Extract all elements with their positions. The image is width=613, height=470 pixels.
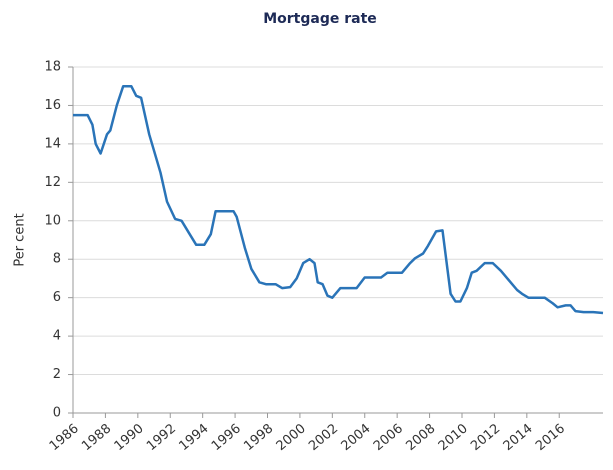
- x-tick-label: 2006: [371, 421, 406, 454]
- y-tick-label: 0: [53, 406, 61, 421]
- y-tick-label: 14: [44, 136, 61, 151]
- x-tick-label: 2014: [501, 421, 536, 454]
- data-line: [73, 84, 604, 315]
- y-axis-label: Per cent: [13, 213, 28, 266]
- x-tick-label: 1992: [144, 421, 179, 454]
- x-tick-label: 2002: [306, 421, 341, 454]
- y-tick-label: 16: [44, 98, 61, 113]
- chart-title: Mortgage rate: [263, 11, 377, 27]
- x-tick-label: 2004: [339, 421, 374, 454]
- y-tick-label: 6: [53, 290, 61, 305]
- x-tick-label: 1990: [112, 421, 147, 454]
- y-tick-label: 2: [53, 367, 61, 382]
- y-tick-label: 18: [44, 60, 61, 75]
- x-tick-label: 1986: [47, 421, 82, 454]
- x-tick-label: 2008: [403, 421, 438, 454]
- x-tick-label: 2010: [436, 421, 471, 454]
- x-tick-label: 2000: [274, 421, 309, 454]
- x-tick-label: 1988: [79, 421, 114, 454]
- y-tick-label: 10: [44, 213, 61, 228]
- y-tick-label: 12: [44, 175, 61, 190]
- x-tick-label: 2012: [468, 421, 503, 454]
- x-tick-label: 1996: [209, 421, 244, 454]
- x-tick-label: 2016: [533, 421, 568, 454]
- y-tick-label: 4: [53, 329, 61, 344]
- y-tick-label: 8: [53, 252, 61, 267]
- x-tick-label: 1994: [176, 421, 211, 454]
- x-tick-label: 1998: [241, 421, 276, 454]
